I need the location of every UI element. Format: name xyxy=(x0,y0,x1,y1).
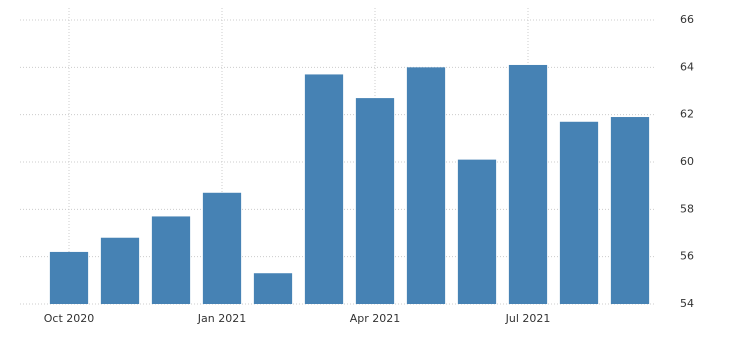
y-tick-label: 64 xyxy=(680,60,694,73)
y-tick-label: 56 xyxy=(680,250,694,263)
y-tick-label: 54 xyxy=(680,297,694,310)
bar xyxy=(610,117,650,305)
x-tick-label: Oct 2020 xyxy=(44,312,95,325)
bar xyxy=(508,64,548,304)
bar xyxy=(304,74,344,304)
bar xyxy=(457,159,497,304)
bar xyxy=(100,237,140,304)
y-tick-label: 60 xyxy=(680,155,694,168)
bar xyxy=(253,273,293,304)
x-tick-label: Jan 2021 xyxy=(197,312,246,325)
bar xyxy=(355,98,395,304)
bar xyxy=(406,67,446,304)
bar xyxy=(559,121,599,305)
x-tick-label: Apr 2021 xyxy=(350,312,401,325)
bar xyxy=(151,216,191,304)
bar xyxy=(49,251,89,304)
y-tick-label: 62 xyxy=(680,108,694,121)
y-tick-label: 58 xyxy=(680,202,694,215)
bar xyxy=(202,192,242,304)
y-tick-label: 66 xyxy=(680,13,694,26)
x-tick-label: Jul 2021 xyxy=(505,312,551,325)
